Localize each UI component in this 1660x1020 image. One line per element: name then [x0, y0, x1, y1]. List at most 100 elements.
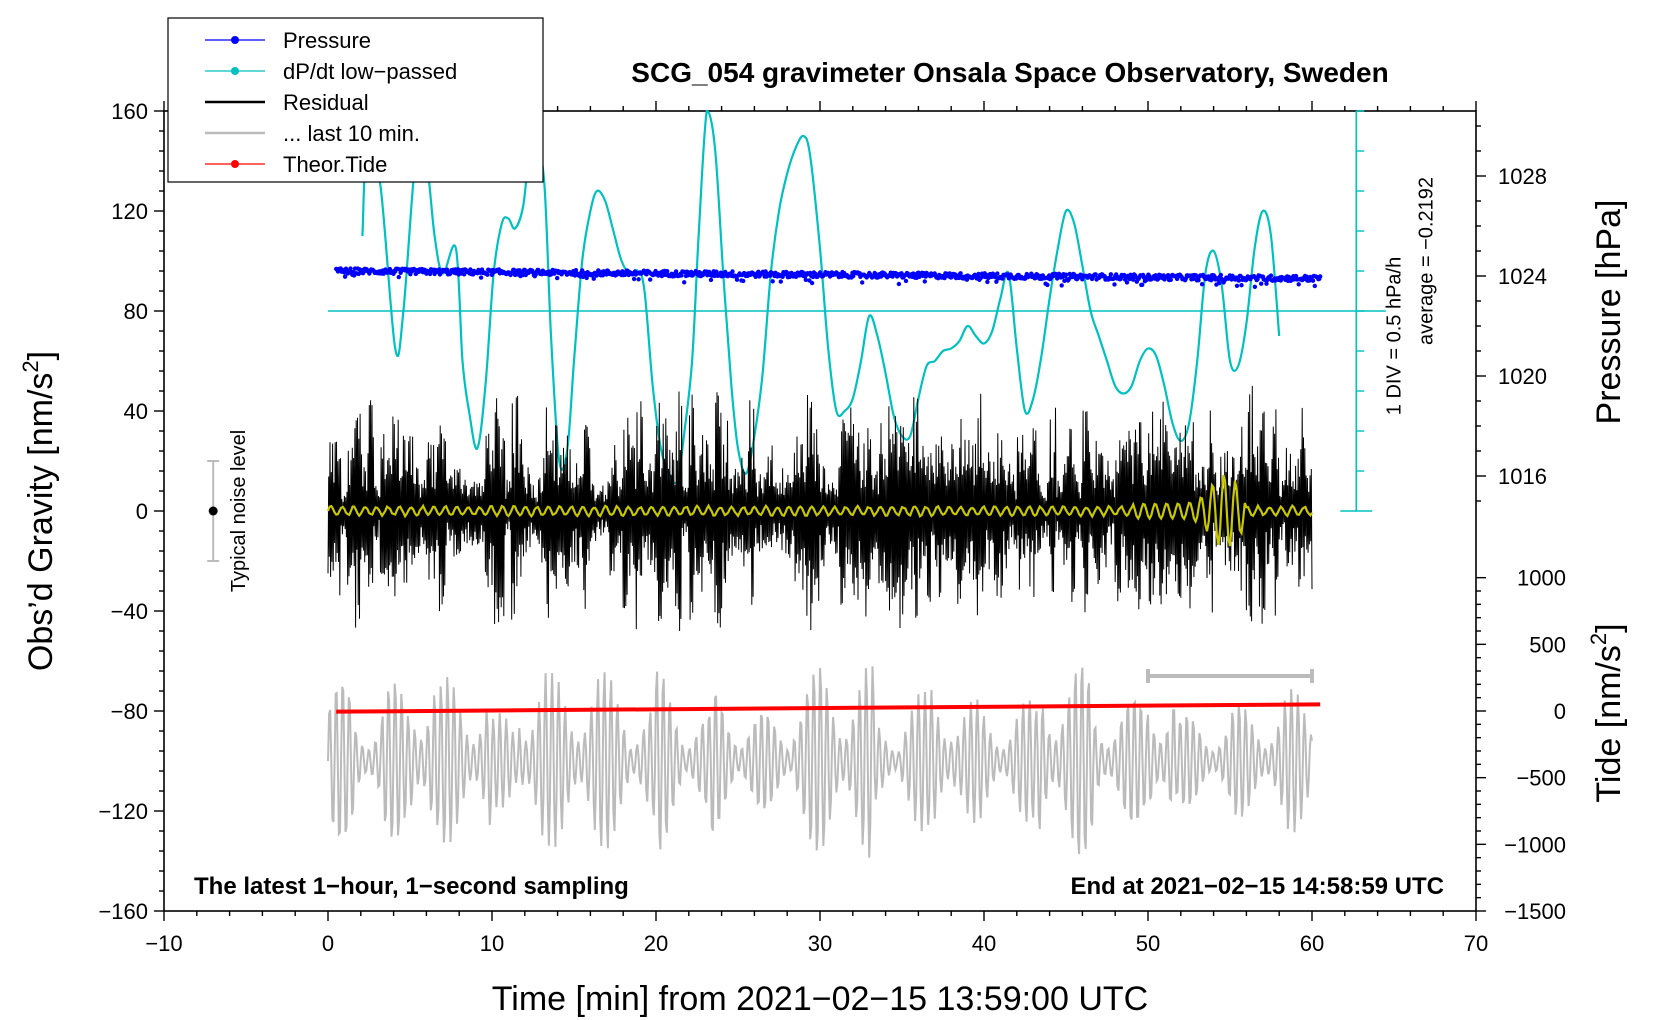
legend-marker [231, 36, 239, 44]
tide-tick-label: −500 [1516, 766, 1566, 791]
pressure-point [860, 280, 865, 285]
pressure-point [778, 279, 783, 284]
dpdt-scale-label: 1 DIV = 0.5 hPa/h [1383, 257, 1405, 415]
legend-label: Pressure [283, 28, 371, 53]
pressure-point [1236, 278, 1242, 283]
y-tick-label: −80 [111, 699, 148, 724]
series-last-10-min [327, 666, 1313, 858]
pressure-point [1112, 282, 1117, 287]
pressure-point [1293, 273, 1299, 279]
pressure-point [896, 281, 902, 287]
y-axis-left-label: Obs’d Gravity [nm/s2] [18, 351, 60, 671]
pressure-point [1199, 282, 1205, 287]
pressure-point [1059, 283, 1064, 288]
series-theor-tide [336, 702, 1321, 714]
x-tick-label: 50 [1136, 931, 1160, 956]
pressure-point [1124, 280, 1130, 285]
y-tick-label: −160 [98, 899, 148, 924]
pressure-point [1165, 273, 1171, 278]
pressure-point [851, 273, 856, 279]
note-left: The latest 1−hour, 1−second sampling [194, 873, 629, 900]
x-axis: −10 0 10 20 30 40 50 60 70 [145, 101, 1488, 956]
pressure-point [679, 273, 684, 278]
pressure-point [741, 278, 746, 284]
pressure-point [1268, 273, 1274, 278]
y-tick-label: 160 [111, 99, 148, 124]
pressure-point [396, 274, 401, 280]
tide-tick-label: −1500 [1504, 899, 1566, 924]
legend-box [167, 17, 544, 183]
pressure-point [976, 271, 981, 277]
pressure-point [803, 277, 808, 282]
pressure-point [1216, 280, 1222, 286]
y-axis-tide-label: Tide [nm/s2] [1586, 623, 1628, 802]
pressure-point [714, 269, 719, 274]
pressure-point [682, 280, 687, 285]
x-tick-label: 20 [644, 931, 668, 956]
pressure-point [1264, 281, 1269, 286]
note-right: End at 2021−02−15 14:58:59 UTC [1070, 873, 1444, 900]
dpdt-average-label: average = −0.2192 [1415, 177, 1437, 345]
y-tick-label: −40 [111, 599, 148, 624]
pressure-point [730, 269, 735, 274]
pressure-point [994, 279, 999, 284]
pressure-point [1196, 278, 1201, 283]
dpdt-line [361, 109, 1281, 485]
pressure-point [1234, 283, 1240, 288]
pressure-point [1255, 277, 1260, 282]
pressure-point [665, 269, 670, 274]
pressure-point [1318, 274, 1323, 279]
pressure-point [1252, 284, 1258, 289]
x-tick-label: 70 [1464, 931, 1488, 956]
pressure-tick-label: 1024 [1498, 264, 1547, 289]
pressure-point [1218, 272, 1224, 278]
x-tick-label: 0 [322, 931, 334, 956]
pressure-point [1153, 273, 1158, 278]
legend-label: Theor.Tide [283, 152, 387, 177]
annotations: Typical noise level [207, 430, 1314, 683]
pressure-point [809, 280, 815, 286]
pressure-tick-label: 1016 [1498, 464, 1547, 489]
x-tick-label: 10 [480, 931, 504, 956]
y-axis-tide: 1000 500 0 −500 −1000 −1500 [1476, 566, 1566, 924]
pressure-point [1296, 282, 1301, 287]
legend-marker [231, 67, 239, 75]
pressure-point [708, 277, 714, 283]
pressure-point [468, 267, 473, 272]
pressure-point [631, 276, 637, 282]
y-axis-pressure: 1028 1024 1020 1016 [1476, 125, 1547, 502]
tide-tick-label: 1000 [1517, 566, 1566, 591]
last-10-min-line [327, 666, 1313, 858]
pressure-point [1168, 277, 1174, 282]
pressure-point [1239, 283, 1244, 288]
y-tick-label: 0 [136, 499, 148, 524]
y-axis-left: 160 120 80 40 0 −40 −80 −120 −160 [98, 99, 164, 924]
y-tick-label: 80 [124, 299, 148, 324]
pressure-point [723, 269, 728, 275]
pressure-point [555, 275, 560, 281]
series-pressure [334, 266, 1323, 289]
pressure-point [584, 275, 589, 281]
pressure-point [922, 279, 927, 284]
pressure-point [985, 279, 990, 285]
pressure-point [1045, 282, 1050, 288]
pressure-point [1191, 276, 1196, 282]
pressure-point [478, 275, 484, 280]
y-tick-label: 40 [124, 399, 148, 424]
pressure-point [770, 279, 775, 284]
legend-label: Residual [283, 90, 369, 115]
legend-label: dP/dt low−passed [283, 59, 457, 84]
tide-tick-label: −1000 [1504, 832, 1566, 857]
series-residual [327, 385, 1313, 632]
pressure-point [1108, 272, 1114, 277]
legend-marker [231, 160, 239, 168]
pressure-point [1259, 281, 1264, 286]
pressure-point [591, 276, 596, 281]
pressure-point [1093, 272, 1098, 277]
y-tick-label: −120 [98, 799, 148, 824]
pressure-tick-label: 1020 [1498, 364, 1547, 389]
pressure-point [648, 277, 653, 282]
x-tick-label: 40 [972, 931, 996, 956]
pressure-point [342, 274, 348, 279]
